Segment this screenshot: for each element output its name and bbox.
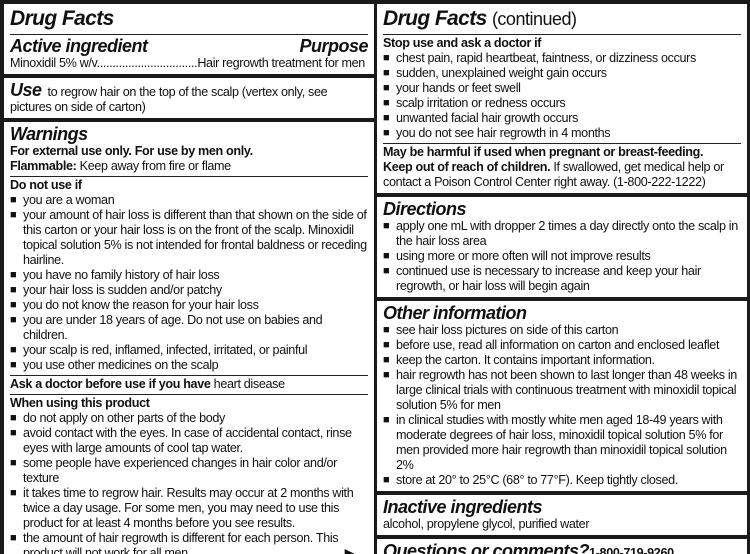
list-item: you are under 18 years of age. Do not us… <box>10 313 368 343</box>
other-information-heading: Other information <box>383 303 527 323</box>
use-heading: Use <box>10 80 42 100</box>
list-item: your scalp is red, inflamed, infected, i… <box>10 343 368 358</box>
directions-heading: Directions <box>383 199 467 219</box>
divider <box>10 176 368 177</box>
list-item: scalp irritation or redness occurs <box>383 96 741 111</box>
flammable-text: Keep away from fire or flame <box>79 159 232 173</box>
list-item: chest pain, rapid heartbeat, faintness, … <box>383 51 741 66</box>
divider <box>10 34 368 35</box>
purpose-heading: Purpose <box>299 36 368 56</box>
other-information-section: Other information see hair loss pictures… <box>377 301 747 491</box>
when-using-heading: When using this product <box>10 396 150 410</box>
list-item: see hair loss pictures on side of this c… <box>383 323 741 338</box>
warnings-heading: Warnings <box>10 124 88 144</box>
list-item: you do not know the reason for your hair… <box>10 298 368 313</box>
list-item: keep the carton. It contains important i… <box>383 353 741 368</box>
list-item: you use other medicines on the scalp <box>10 358 368 373</box>
do-not-use-heading: Do not use if <box>10 178 82 192</box>
divider <box>383 34 741 35</box>
directions-section: Directions apply one mL with dropper 2 t… <box>377 197 747 297</box>
use-text: to regrow hair on the top of the scalp (… <box>10 85 328 114</box>
list-item: it takes time to regrow hair. Results ma… <box>10 486 368 531</box>
keep-out-text: If swallowed, get medical help or contac… <box>383 160 724 189</box>
external-use-warning: For external use only. For use by men on… <box>10 144 253 158</box>
list-item: your hands or feet swell <box>383 81 741 96</box>
divider <box>10 394 368 395</box>
list-item: using more or more often will not improv… <box>383 249 741 264</box>
stop-use-list: chest pain, rapid heartbeat, faintness, … <box>383 51 741 141</box>
inactive-ingredients-heading: Inactive ingredients <box>383 497 543 517</box>
list-item: you do not see hair regrowth in 4 months <box>383 126 741 141</box>
list-item: in clinical studies with mostly white me… <box>383 413 741 473</box>
drug-facts-continued-title: Drug Facts <box>383 7 487 30</box>
list-item: you have no family history of hair loss <box>10 268 368 283</box>
flammable-label: Flammable: <box>10 159 77 173</box>
directions-list: apply one mL with dropper 2 times a day … <box>383 219 741 294</box>
list-item: do not apply on other parts of the body <box>10 411 368 426</box>
right-panel: Drug Facts (continued) Stop use and ask … <box>377 4 747 554</box>
drug-facts-title: Drug Facts <box>10 7 114 30</box>
other-information-list: see hair loss pictures on side of this c… <box>383 323 741 488</box>
divider <box>10 375 368 376</box>
pregnancy-warning: May be harmful if used when pregnant or … <box>383 145 704 159</box>
inactive-ingredients-section: Inactive ingredients alcohol, propylene … <box>377 495 747 535</box>
list-item: avoid contact with the eyes. In case of … <box>10 426 368 456</box>
list-item: some people have experienced changes in … <box>10 456 368 486</box>
divider <box>383 143 741 144</box>
list-item: sudden, unexplained weight gain occurs <box>383 66 741 81</box>
questions-section: Questions or comments?1-800-719-9260 <box>377 539 747 554</box>
list-item: hair regrowth has not been shown to last… <box>383 368 741 413</box>
continue-arrow-icon: ▶ <box>344 546 355 554</box>
questions-phone: 1-800-719-9260 <box>589 546 674 554</box>
active-ingredient-heading: Active ingredient <box>10 36 148 56</box>
stop-use-section: Drug Facts (continued) Stop use and ask … <box>377 4 747 193</box>
list-item: unwanted facial hair growth occurs <box>383 111 741 126</box>
warnings-section: Warnings For external use only. For use … <box>4 122 374 554</box>
inactive-ingredients-text: alcohol, propylene glycol, purified wate… <box>383 517 590 531</box>
ask-doctor-label: Ask a doctor before use if you have <box>10 377 211 391</box>
questions-heading: Questions or comments? <box>383 541 590 554</box>
active-ingredient-line: Minoxidil 5% w/v........................… <box>10 56 365 70</box>
use-section: Use to regrow hair on the top of the scal… <box>4 78 374 118</box>
left-panel: Drug Facts Active ingredient Purpose Min… <box>4 4 374 554</box>
do-not-use-list: you are a womanyour amount of hair loss … <box>10 193 368 373</box>
ask-doctor-text: heart disease <box>213 377 285 391</box>
list-item: continued use is necessary to increase a… <box>383 264 741 294</box>
active-ingredient-section: Drug Facts Active ingredient Purpose Min… <box>4 4 374 74</box>
stop-use-heading: Stop use and ask a doctor if <box>383 36 542 50</box>
list-item: your amount of hair loss is different th… <box>10 208 368 268</box>
when-using-list: do not apply on other parts of the bodya… <box>10 411 368 554</box>
keep-out-label: Keep out of reach of children. <box>383 160 551 174</box>
list-item: store at 20° to 25°C (68° to 77°F). Keep… <box>383 473 741 488</box>
list-item: apply one mL with dropper 2 times a day … <box>383 219 741 249</box>
continued-label: (continued) <box>491 9 577 29</box>
list-item: your hair loss is sudden and/or patchy <box>10 283 368 298</box>
list-item: the amount of hair regrowth is different… <box>10 531 368 554</box>
list-item: you are a woman <box>10 193 368 208</box>
list-item: before use, read all information on cart… <box>383 338 741 353</box>
